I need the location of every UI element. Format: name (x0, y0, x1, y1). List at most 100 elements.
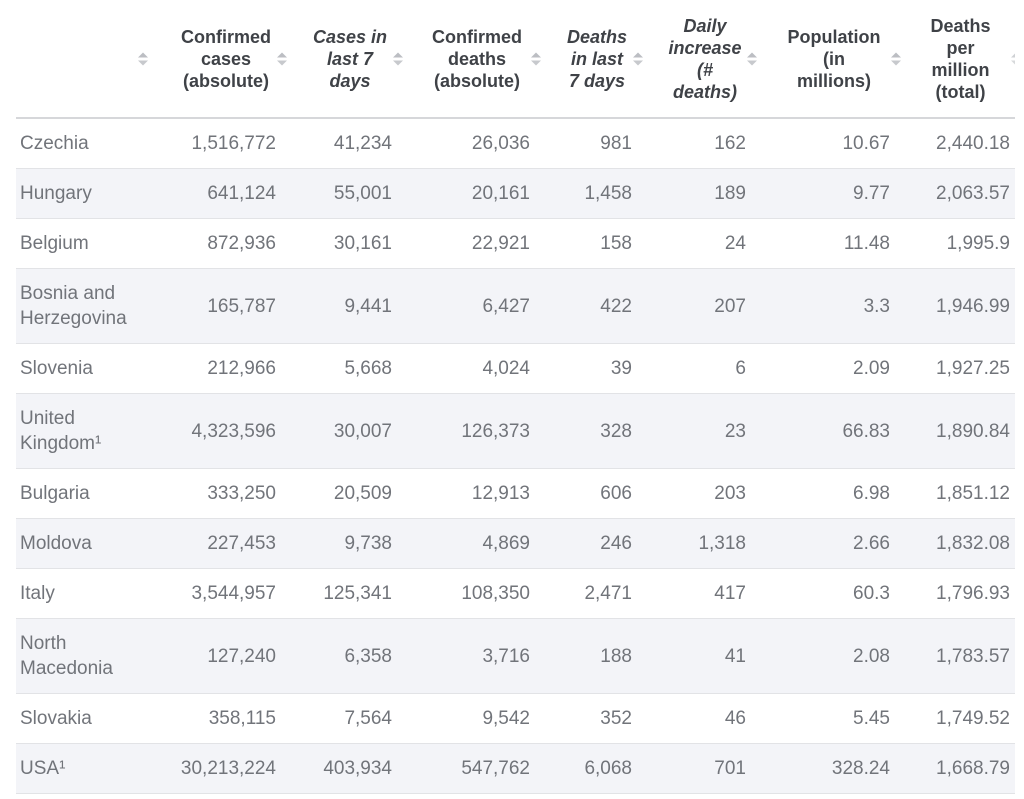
value-cell: 26,036 (408, 118, 546, 169)
value-cell: 1,749.52 (906, 693, 1015, 744)
value-cell: 158 (546, 218, 648, 269)
value-cell: 328 (546, 393, 648, 469)
value-cell: 12,913 (408, 468, 546, 519)
country-cell: Czechia (16, 118, 160, 169)
value-cell: 10.67 (762, 118, 906, 169)
column-header-label: Population (in millions) (787, 26, 881, 91)
value-cell: 126,373 (408, 393, 546, 469)
value-cell: 23 (648, 393, 762, 469)
value-cell: 6,068 (546, 743, 648, 794)
value-cell: 422 (546, 268, 648, 344)
country-cell: Moldova (16, 518, 160, 569)
value-cell: 162 (648, 118, 762, 169)
value-cell: 1,516,772 (160, 118, 292, 169)
value-cell: 212,966 (160, 343, 292, 394)
covid-statistics-table: Confirmed cases (absolute) Cases in last… (16, 0, 1015, 794)
value-cell: 1,946.99 (906, 268, 1015, 344)
value-cell: 606 (546, 468, 648, 519)
sort-icon (1011, 52, 1015, 65)
column-header-daily-increase-deaths[interactable]: Daily increase (# deaths) (648, 0, 762, 119)
value-cell: 6,358 (292, 618, 408, 694)
value-cell: 22,921 (408, 218, 546, 269)
table-row: USA¹ 30,213,224 403,934 547,762 6,068 701 328.… (16, 743, 1015, 794)
country-cell: United Kingdom¹ (16, 393, 160, 469)
value-cell: 6,427 (408, 268, 546, 344)
country-cell: Bulgaria (16, 468, 160, 519)
value-cell: 1,668.79 (906, 743, 1015, 794)
value-cell: 66.83 (762, 393, 906, 469)
value-cell: 7,564 (292, 693, 408, 744)
column-header-population[interactable]: Population (in millions) (762, 0, 906, 119)
table-row: Bosnia and Herzegovina 165,787 9,441 6,427 4… (16, 268, 1015, 344)
value-cell: 547,762 (408, 743, 546, 794)
value-cell: 1,458 (546, 168, 648, 219)
column-header-confirmed-cases[interactable]: Confirmed cases (absolute) (160, 0, 292, 119)
value-cell: 1,783.57 (906, 618, 1015, 694)
column-header-confirmed-deaths[interactable]: Confirmed deaths (absolute) (408, 0, 546, 119)
table-row: Belgium 872,936 30,161 22,921 158 24 11.48 1,99… (16, 218, 1015, 269)
value-cell: 20,509 (292, 468, 408, 519)
value-cell: 188 (546, 618, 648, 694)
header-row: Confirmed cases (absolute) Cases in last… (16, 0, 1015, 119)
column-header-deaths-per-million[interactable]: Deaths per million (total) (906, 0, 1015, 119)
column-header-deaths-last-7-days[interactable]: Deaths in last 7 days (546, 0, 648, 119)
sort-icon (138, 52, 148, 65)
value-cell: 60.3 (762, 568, 906, 619)
value-cell: 358,115 (160, 693, 292, 744)
value-cell: 46 (648, 693, 762, 744)
value-cell: 1,851.12 (906, 468, 1015, 519)
column-header-label: Daily increase (# deaths) (668, 15, 742, 102)
value-cell: 872,936 (160, 218, 292, 269)
value-cell: 127,240 (160, 618, 292, 694)
value-cell: 165,787 (160, 268, 292, 344)
value-cell: 2,440.18 (906, 118, 1015, 169)
column-header-label: Confirmed cases (absolute) (181, 26, 271, 91)
value-cell: 4,024 (408, 343, 546, 394)
table-row: Italy 3,544,957 125,341 108,350 2,471 417 60.3… (16, 568, 1015, 619)
country-cell: Slovakia (16, 693, 160, 744)
value-cell: 2,471 (546, 568, 648, 619)
value-cell: 41,234 (292, 118, 408, 169)
value-cell: 125,341 (292, 568, 408, 619)
value-cell: 981 (546, 118, 648, 169)
country-cell: Slovenia (16, 343, 160, 394)
value-cell: 20,161 (408, 168, 546, 219)
column-header-cases-last-7-days[interactable]: Cases in last 7 days (292, 0, 408, 119)
table-body: Czechia 1,516,772 41,234 26,036 981 162 10.67 2… (16, 118, 1015, 794)
country-cell: Belgium (16, 218, 160, 269)
value-cell: 189 (648, 168, 762, 219)
value-cell: 207 (648, 268, 762, 344)
value-cell: 2,063.57 (906, 168, 1015, 219)
column-header-label: Cases in last 7 days (312, 26, 388, 91)
value-cell: 41 (648, 618, 762, 694)
value-cell: 108,350 (408, 568, 546, 619)
value-cell: 403,934 (292, 743, 408, 794)
value-cell: 417 (648, 568, 762, 619)
value-cell: 1,832.08 (906, 518, 1015, 569)
value-cell: 3.3 (762, 268, 906, 344)
value-cell: 39 (546, 343, 648, 394)
table-row: Bulgaria 333,250 20,509 12,913 606 203 6.98 1,8… (16, 468, 1015, 519)
column-header-label: Deaths per million (total) (930, 15, 991, 102)
value-cell: 4,869 (408, 518, 546, 569)
table-row: United Kingdom¹ 4,323,596 30,007 126,373 328… (16, 393, 1015, 469)
value-cell: 6.98 (762, 468, 906, 519)
value-cell: 11.48 (762, 218, 906, 269)
value-cell: 5.45 (762, 693, 906, 744)
value-cell: 24 (648, 218, 762, 269)
country-cell: USA¹ (16, 743, 160, 794)
sort-icon (891, 52, 901, 65)
value-cell: 30,161 (292, 218, 408, 269)
value-cell: 246 (546, 518, 648, 569)
table-row: North Macedonia 127,240 6,358 3,716 188 41 2.0… (16, 618, 1015, 694)
value-cell: 352 (546, 693, 648, 744)
value-cell: 6 (648, 343, 762, 394)
value-cell: 328.24 (762, 743, 906, 794)
value-cell: 9,441 (292, 268, 408, 344)
value-cell: 641,124 (160, 168, 292, 219)
column-header-country[interactable] (16, 0, 160, 119)
value-cell: 1,995.9 (906, 218, 1015, 269)
sort-icon (393, 52, 403, 65)
column-header-label: Confirmed deaths (absolute) (432, 26, 522, 91)
value-cell: 333,250 (160, 468, 292, 519)
